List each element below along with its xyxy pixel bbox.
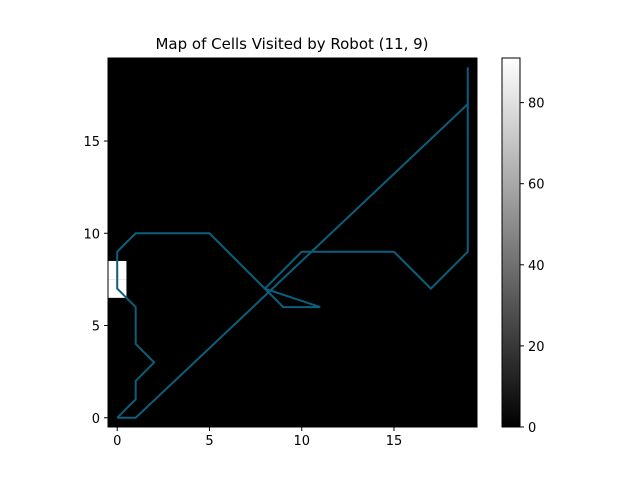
x-tick-label: 5 [205,434,213,449]
x-tick-label: 0 [113,434,121,449]
colorbar: 0 20 40 60 80 [501,57,545,436]
y-tick-label: 15 [83,135,100,150]
colorbar-tick-label: 80 [528,97,545,112]
colorbar-tick-label: 60 [528,178,545,193]
robot-path-line [116,67,469,419]
heatmap-background [108,58,477,427]
colorbar-frame [501,57,521,428]
colorbar-tick-label: 20 [528,340,545,355]
colorbar-gradient [502,58,520,427]
colorbar-tick-label: 40 [528,259,545,274]
chart-title: Map of Cells Visited by Robot (11, 9) [155,35,428,53]
y-tick-label: 10 [83,227,100,242]
x-tick-label: 15 [386,434,403,449]
y-tick-label: 5 [92,320,100,335]
y-tick-label: 0 [92,412,100,427]
plot-area: 0 5 10 15 0 5 10 15 [83,57,478,449]
plot-frame [107,57,478,428]
colorbar-tick-label: 0 [528,421,536,436]
x-tick-label: 10 [293,434,310,449]
